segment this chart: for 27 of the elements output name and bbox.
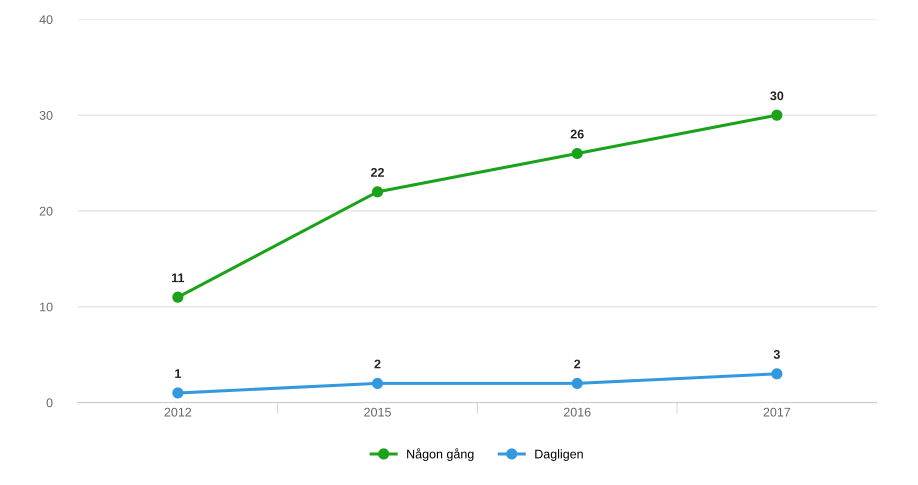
data-label: 2 [374,360,381,368]
point [372,186,384,198]
y-tick-label: 10 [40,302,53,312]
x-tick-label: 2016 [564,408,591,417]
data-label: 1 [175,369,181,378]
data-label: 11 [172,273,184,282]
data-label: 2 [574,360,580,368]
data-label: 30 [770,91,784,100]
point [771,110,782,121]
legend-label: Någon gång [407,448,474,461]
x-tick-label: 2012 [164,408,192,417]
point [172,292,184,303]
point [572,148,583,160]
point [771,368,782,380]
y-tick-label: 0 [46,398,53,408]
point [172,387,184,399]
legend-label: Dagligen [535,449,583,461]
y-tick-label: 20 [40,206,53,216]
data-label: 26 [570,130,584,139]
data-label: 22 [371,168,384,177]
point [372,378,384,389]
y-tick-label: 30 [40,110,53,120]
y-tick-label: 40 [39,15,53,24]
x-tick-label: 2017 [764,408,790,417]
data-label: 3 [774,350,780,359]
point [572,378,583,389]
x-tick-label: 2015 [364,408,391,417]
